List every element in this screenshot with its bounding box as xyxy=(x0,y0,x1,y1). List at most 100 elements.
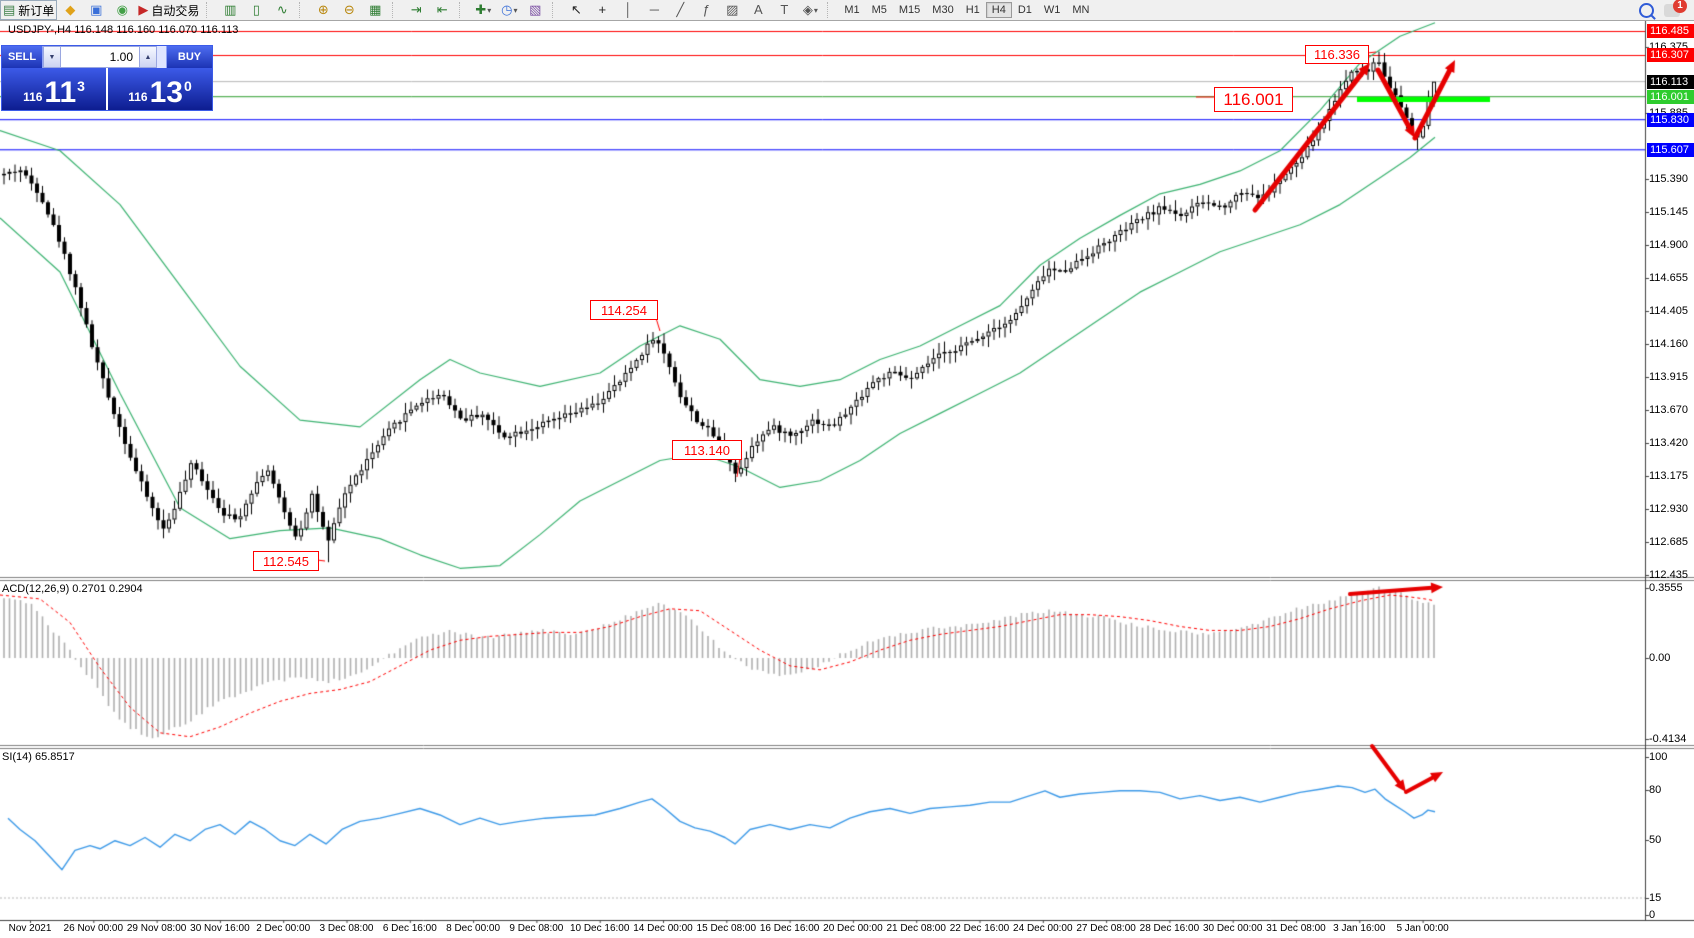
price-axis-tick: 114.405 xyxy=(1649,305,1688,317)
toolbar-separator xyxy=(552,2,560,18)
time-axis-label: 26 Nov 00:00 xyxy=(63,923,124,934)
fibonacci-icon[interactable]: ƒ xyxy=(693,0,719,20)
time-axis-label: 10 Dec 16:00 xyxy=(569,923,630,934)
new-order-button[interactable]: ▤ 新订单 xyxy=(0,0,58,20)
channel-icon: ▨ xyxy=(726,2,739,17)
new-order-button-label: 新订单 xyxy=(18,3,55,18)
fibonacci-icon: ƒ xyxy=(702,2,710,17)
timeframe-m15[interactable]: M15 xyxy=(898,4,921,16)
indicators-dropdown-arrow: ▾ xyxy=(487,5,492,15)
price-annotation[interactable]: 116.001 xyxy=(1214,87,1293,112)
notifications-icon[interactable]: 1 xyxy=(1664,0,1687,17)
autotrading-button-label: 自动交易 xyxy=(151,3,200,18)
toolbar-separator xyxy=(827,2,835,18)
sell-quote[interactable]: 116 11 3 xyxy=(2,68,108,110)
timeframe-m1[interactable]: M1 xyxy=(844,4,860,16)
price-level-badge: 115.607 xyxy=(1647,143,1694,157)
price-axis-tick: 113.420 xyxy=(1649,437,1688,449)
price-annotation[interactable]: 116.336 xyxy=(1305,45,1369,64)
timeframe-mn[interactable]: MN xyxy=(1072,4,1090,16)
price-annotation[interactable]: 114.254 xyxy=(590,300,658,320)
timeframe-h1[interactable]: H1 xyxy=(965,4,980,16)
text-icon: A xyxy=(753,2,763,17)
price-level-badge: 116.307 xyxy=(1647,48,1694,62)
time-axis-label: 16 Dec 16:00 xyxy=(759,923,820,934)
buy-quote[interactable]: 116 13 0 xyxy=(108,68,212,110)
timeframe-h4[interactable]: H4 xyxy=(985,2,1012,18)
buy-button[interactable]: BUY xyxy=(166,46,212,68)
periods-dropdown-arrow: ▾ xyxy=(513,5,518,15)
vertical-line-icon[interactable]: │ xyxy=(615,0,641,20)
signals-icon: ◉ xyxy=(116,2,128,17)
rsi-axis-tick: 50 xyxy=(1649,834,1662,846)
time-axis-label: 3 Jan 16:00 xyxy=(1333,923,1386,934)
sell-button[interactable]: SELL xyxy=(2,46,43,68)
time-axis-label: 14 Dec 00:00 xyxy=(633,923,693,934)
price-axis-tick: 113.670 xyxy=(1649,404,1688,416)
channel-icon[interactable]: ▨ xyxy=(719,0,745,20)
toolbar-items: ▤ 新订单 ◆ ▣ ◉ ▶ 自动交易 ▥ ▯ ∿ ⊕ ⊖ ▦ ⇥ ⇤ ✚ ▾ ◷ ▾ ▧ ↖ + │ ─ ╱ ƒ ▨ A T ◈ ▾ xyxy=(0,0,838,20)
templates-icon[interactable]: ▧ xyxy=(522,0,548,20)
trendline-icon: ╱ xyxy=(676,2,685,17)
rsi-axis-tick: 80 xyxy=(1649,784,1662,796)
cursor-icon: ↖ xyxy=(570,2,582,17)
price-axis-tick: 113.175 xyxy=(1649,470,1688,482)
periods-dropdown[interactable]: ◷ ▾ xyxy=(496,0,522,20)
new-chart-icon[interactable]: ▣ xyxy=(83,0,109,20)
price-axis-tick: 115.145 xyxy=(1649,206,1688,218)
time-axis-label: 15 Dec 08:00 xyxy=(696,923,757,934)
line-chart-icon: ∿ xyxy=(276,2,288,17)
time-axis-label: 22 Dec 16:00 xyxy=(949,923,1010,934)
search-icon[interactable] xyxy=(1639,2,1654,18)
volume-decrease-button[interactable]: ▼ xyxy=(43,46,61,68)
chart-shift-icon[interactable]: ⇤ xyxy=(429,0,455,20)
horizontal-line-icon[interactable]: ─ xyxy=(641,0,667,20)
auto-scroll-icon: ⇥ xyxy=(410,2,422,17)
price-annotation[interactable]: 112.545 xyxy=(253,551,319,571)
templates-icon: ▧ xyxy=(529,2,542,17)
timeframe-m30[interactable]: M30 xyxy=(932,4,954,16)
price-axis-tick: 113.915 xyxy=(1649,371,1688,383)
styles-icon[interactable]: ◆ xyxy=(57,0,83,20)
text-icon[interactable]: A xyxy=(745,0,771,20)
zoom-in-icon[interactable]: ⊕ xyxy=(310,0,336,20)
text-label-icon[interactable]: T xyxy=(771,0,797,20)
time-axis-label: 21 Dec 08:00 xyxy=(886,923,946,934)
price-annotation[interactable]: 113.140 xyxy=(672,440,742,460)
new-chart-icon: ▣ xyxy=(90,2,103,17)
toolbar-separator xyxy=(392,2,400,18)
price-axis-tick: 114.160 xyxy=(1649,338,1688,350)
rsi-axis-tick: 15 xyxy=(1649,892,1662,904)
symbol-ohlc-info: USDJPY-,H4 116.148 116.160 116.070 116.1… xyxy=(8,24,239,36)
time-axis-label: 3 Dec 08:00 xyxy=(319,923,374,934)
shapes-dropdown[interactable]: ◈ ▾ xyxy=(797,0,823,20)
one-click-trading-panel: SELL ▼ ▲ BUY 116 11 3 116 13 0 xyxy=(1,45,213,111)
new-order-button: ▤ xyxy=(3,2,16,17)
candlestick-chart-icon[interactable]: ▯ xyxy=(243,0,269,20)
bar-chart-icon[interactable]: ▥ xyxy=(217,0,243,20)
volume-input[interactable] xyxy=(61,46,139,68)
zoom-out-icon[interactable]: ⊖ xyxy=(336,0,362,20)
timeframe-d1[interactable]: D1 xyxy=(1017,4,1032,16)
indicators-dropdown[interactable]: ✚ ▾ xyxy=(470,0,496,20)
price-axis-tick: 112.930 xyxy=(1649,503,1688,515)
crosshair-icon: + xyxy=(598,2,607,17)
crosshair-icon[interactable]: + xyxy=(589,0,615,20)
timeframe-w1[interactable]: W1 xyxy=(1043,4,1061,16)
timeframe-m5[interactable]: M5 xyxy=(871,4,887,16)
buy-price-big-figure: 116 xyxy=(128,90,148,104)
candlestick-chart-icon: ▯ xyxy=(252,2,260,17)
auto-scroll-icon[interactable]: ⇥ xyxy=(403,0,429,20)
volume-increase-button[interactable]: ▲ xyxy=(139,46,157,68)
cursor-icon[interactable]: ↖ xyxy=(563,0,589,20)
signals-icon[interactable]: ◉ xyxy=(109,0,135,20)
trendline-icon[interactable]: ╱ xyxy=(667,0,693,20)
chart-shift-icon: ⇤ xyxy=(436,2,448,17)
tile-windows-icon[interactable]: ▦ xyxy=(362,0,388,20)
rsi-axis-tick: 0 xyxy=(1649,909,1656,921)
autotrading-button[interactable]: ▶ 自动交易 xyxy=(135,0,202,20)
time-axis-label: Nov 2021 xyxy=(8,923,52,934)
line-chart-icon[interactable]: ∿ xyxy=(269,0,295,20)
